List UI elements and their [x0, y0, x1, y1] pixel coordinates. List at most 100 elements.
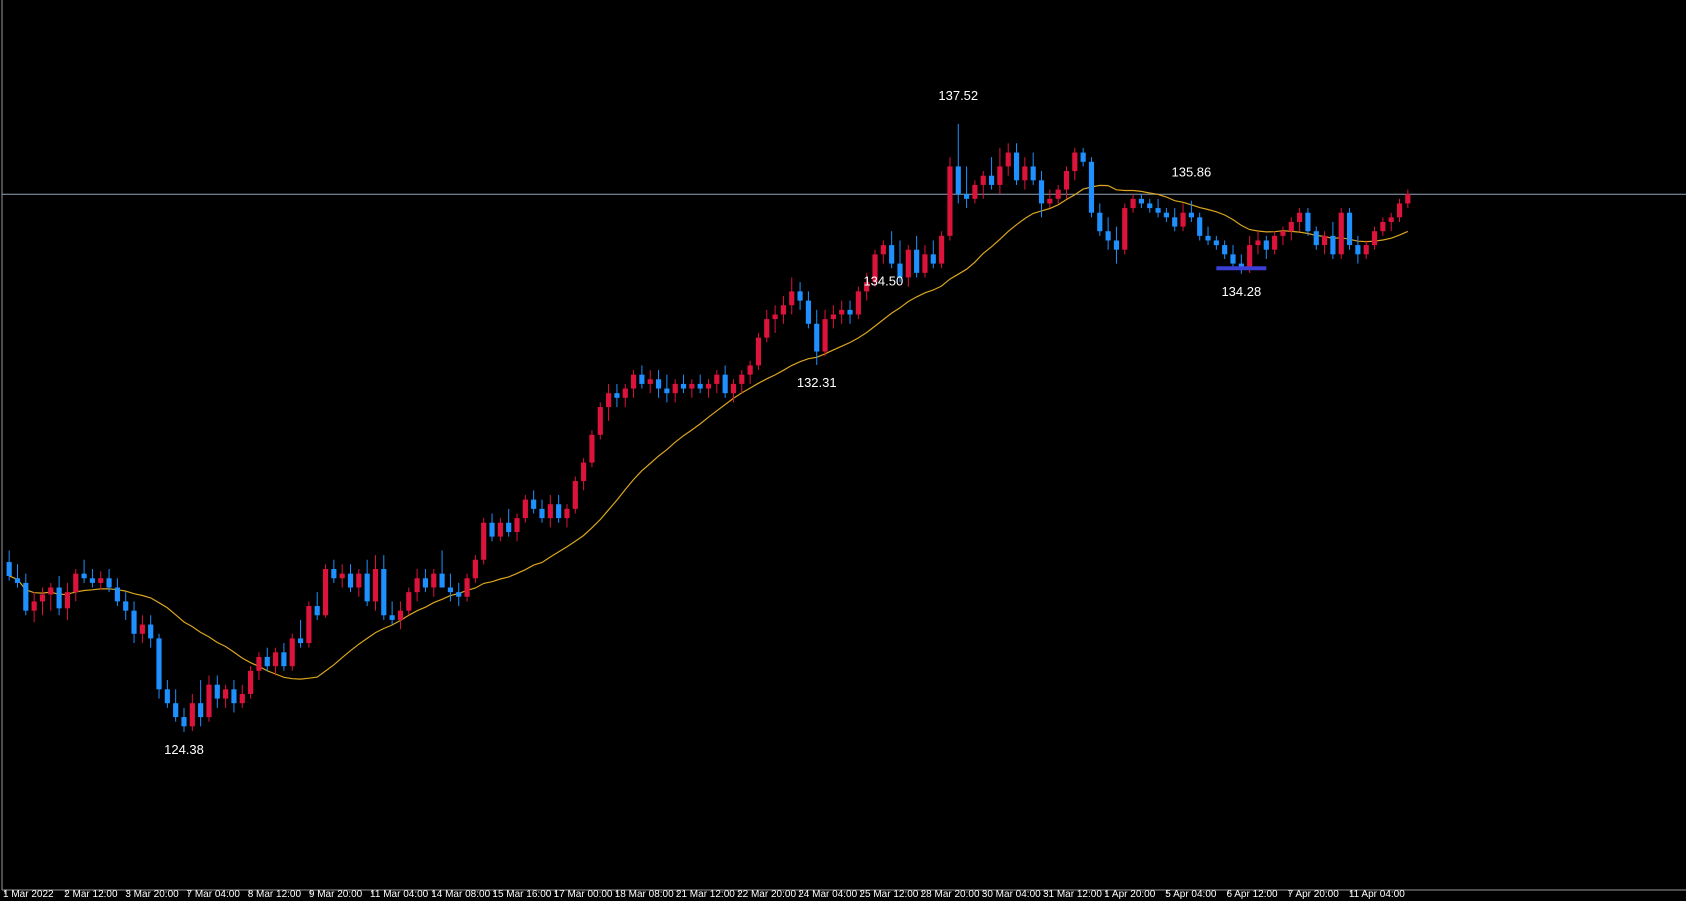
candle-body [614, 393, 620, 398]
candle-body [148, 624, 154, 639]
candle-body [331, 569, 337, 579]
candle-body [639, 374, 645, 384]
candle-body [289, 638, 295, 667]
candle-body [780, 305, 787, 315]
candle-body [622, 388, 628, 398]
candle-body [1380, 221, 1386, 232]
candle-body [572, 481, 578, 509]
time-tick-label: 22 Mar 20:00 [737, 889, 796, 900]
candle-body [406, 592, 412, 611]
candle-body [397, 610, 404, 620]
time-tick-label: 7 Mar 04:00 [187, 889, 241, 900]
candle-body [506, 522, 512, 532]
candle-body [431, 573, 437, 588]
candle-body [689, 383, 695, 389]
candle-body [106, 578, 112, 588]
candle-body [797, 291, 803, 301]
candle-body [914, 249, 920, 273]
time-tick-label: 17 Mar 00:00 [554, 889, 613, 900]
candle-body [1163, 212, 1169, 218]
candle-body [1263, 240, 1269, 250]
candle-body [581, 462, 587, 482]
candle-body [1313, 231, 1319, 246]
price-annotation: 137.52 [938, 88, 978, 103]
candle-body [672, 383, 678, 394]
candle-body [1188, 212, 1194, 218]
candle-body [389, 615, 395, 620]
candle-body [1230, 254, 1236, 264]
candle-body [697, 383, 703, 389]
candle-body [1346, 212, 1353, 246]
candle-body [722, 374, 728, 394]
candle-body [755, 337, 762, 366]
time-tick-label: 8 Mar 12:00 [248, 889, 302, 900]
candle-body [1055, 189, 1061, 199]
candle-body [589, 434, 595, 463]
candle-body [564, 508, 570, 519]
time-tick-label: 11 Apr 04:00 [1349, 889, 1405, 900]
candle-body [947, 166, 953, 236]
candle-body [281, 652, 287, 667]
candle-body [81, 573, 87, 579]
time-tick-label: 2 Mar 12:00 [64, 889, 118, 900]
candle-body [14, 578, 21, 583]
candle-body [73, 573, 79, 593]
candle-body [997, 166, 1003, 185]
candle-body [339, 573, 345, 579]
candle-body [822, 319, 828, 352]
candle-body [606, 393, 612, 408]
candle-body [256, 656, 262, 671]
candle-body [839, 309, 845, 315]
candle-body [872, 254, 878, 283]
price-annotation: 134.50 [863, 274, 903, 289]
candle-body [980, 175, 986, 185]
candle-body [489, 522, 495, 537]
candle-body [6, 562, 12, 576]
candle-body [181, 717, 187, 727]
candle-body [1396, 203, 1403, 218]
candle-body [1338, 212, 1344, 255]
candle-body [1355, 245, 1361, 255]
candle-body [1288, 221, 1294, 232]
candle-body [830, 314, 836, 320]
candle-body [131, 610, 137, 634]
candle-body [164, 689, 170, 704]
candle-body [56, 587, 62, 609]
candle-body [714, 374, 720, 384]
candle-body [64, 592, 71, 609]
candle-body [1072, 152, 1078, 172]
candle-body [381, 569, 387, 616]
candle-body [456, 592, 462, 597]
time-tick-label: 28 Mar 20:00 [921, 889, 980, 900]
candle-body [930, 254, 936, 264]
candle-body [248, 670, 254, 694]
candle-body [547, 504, 553, 519]
candle-body [31, 601, 37, 611]
candle-body [1097, 212, 1103, 232]
time-tick-label: 31 Mar 12:00 [1043, 889, 1102, 900]
candle-body [889, 245, 895, 264]
candle-body [1155, 208, 1161, 213]
candle-body [264, 656, 270, 667]
candle-body [897, 263, 903, 278]
candle-body [1280, 231, 1286, 236]
candle-body [497, 522, 503, 537]
candle-body [531, 499, 537, 509]
candle-body [1080, 152, 1086, 162]
candle-body [1238, 263, 1244, 269]
candle-body [372, 569, 379, 602]
candle-body [789, 291, 795, 306]
candle-body [1113, 240, 1120, 250]
candle-body [123, 601, 129, 611]
moving-average-layer [8, 184, 1409, 680]
candle-body [114, 587, 120, 602]
candle-body [1388, 217, 1394, 222]
candle-body [214, 684, 220, 699]
candle-body [306, 606, 312, 644]
candle-body [1205, 235, 1211, 241]
candle-body [297, 638, 304, 644]
candle-body [1272, 235, 1278, 250]
candle-body [1147, 203, 1153, 209]
candle-body [98, 578, 104, 583]
candle-body [805, 300, 811, 324]
